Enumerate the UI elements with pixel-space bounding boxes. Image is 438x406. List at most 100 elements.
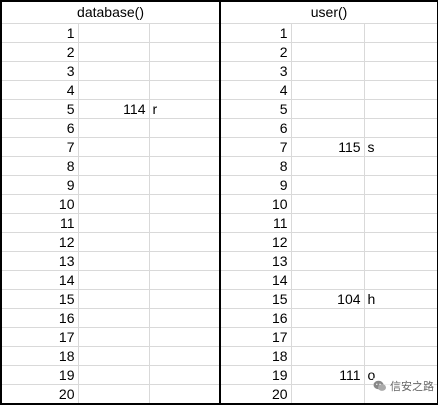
char-cell[interactable] <box>149 232 222 252</box>
ascii-value-cell[interactable] <box>78 232 150 252</box>
char-cell[interactable] <box>364 213 438 233</box>
row-number-cell[interactable]: 16 <box>0 308 79 328</box>
ascii-value-cell[interactable] <box>78 213 150 233</box>
char-cell[interactable] <box>364 251 438 271</box>
row-number-cell[interactable]: 14 <box>0 270 79 290</box>
row-number-cell[interactable]: 4 <box>220 80 292 100</box>
row-number-cell[interactable]: 10 <box>220 194 292 214</box>
char-cell[interactable] <box>364 99 438 119</box>
ascii-value-cell[interactable] <box>78 23 150 43</box>
ascii-value-cell[interactable] <box>78 175 150 195</box>
char-cell[interactable] <box>149 327 222 347</box>
database-column-header[interactable]: database() <box>0 0 222 24</box>
row-number-cell[interactable]: 8 <box>0 156 79 176</box>
row-number-cell[interactable]: 16 <box>220 308 292 328</box>
ascii-value-cell[interactable] <box>78 308 150 328</box>
char-cell[interactable] <box>149 80 222 100</box>
char-cell[interactable] <box>364 156 438 176</box>
char-cell[interactable] <box>364 232 438 252</box>
row-number-cell[interactable]: 17 <box>0 327 79 347</box>
char-cell[interactable] <box>149 384 222 405</box>
char-cell[interactable] <box>149 61 222 81</box>
char-cell[interactable] <box>364 80 438 100</box>
ascii-value-cell[interactable] <box>78 384 150 405</box>
row-number-cell[interactable]: 6 <box>220 118 292 138</box>
ascii-value-cell[interactable] <box>291 194 365 214</box>
ascii-value-cell[interactable] <box>291 23 365 43</box>
ascii-value-cell[interactable] <box>291 213 365 233</box>
ascii-value-cell[interactable] <box>78 156 150 176</box>
char-cell[interactable] <box>364 23 438 43</box>
ascii-value-cell[interactable] <box>291 175 365 195</box>
char-cell[interactable] <box>364 118 438 138</box>
ascii-value-cell[interactable] <box>291 61 365 81</box>
ascii-value-cell[interactable] <box>78 270 150 290</box>
char-cell[interactable]: r <box>149 99 222 119</box>
char-cell[interactable] <box>364 346 438 366</box>
char-cell[interactable] <box>149 289 222 309</box>
char-cell[interactable] <box>149 137 222 157</box>
char-cell[interactable] <box>149 42 222 62</box>
row-number-cell[interactable]: 2 <box>220 42 292 62</box>
char-cell[interactable] <box>364 42 438 62</box>
row-number-cell[interactable]: 13 <box>220 251 292 271</box>
ascii-value-cell[interactable] <box>78 61 150 81</box>
char-cell[interactable] <box>149 156 222 176</box>
char-cell[interactable] <box>364 175 438 195</box>
row-number-cell[interactable]: 3 <box>220 61 292 81</box>
row-number-cell[interactable]: 14 <box>220 270 292 290</box>
char-cell[interactable] <box>364 61 438 81</box>
user-column-header[interactable]: user() <box>220 0 438 24</box>
row-number-cell[interactable]: 11 <box>0 213 79 233</box>
row-number-cell[interactable]: 17 <box>220 327 292 347</box>
char-cell[interactable] <box>364 194 438 214</box>
ascii-value-cell[interactable] <box>291 99 365 119</box>
char-cell[interactable] <box>149 194 222 214</box>
char-cell[interactable] <box>149 308 222 328</box>
char-cell[interactable] <box>364 270 438 290</box>
ascii-value-cell[interactable] <box>291 270 365 290</box>
row-number-cell[interactable]: 5 <box>0 99 79 119</box>
ascii-value-cell[interactable] <box>291 384 365 405</box>
row-number-cell[interactable]: 19 <box>220 365 292 385</box>
ascii-value-cell[interactable] <box>291 308 365 328</box>
ascii-value-cell[interactable]: 114 <box>78 99 150 119</box>
ascii-value-cell[interactable] <box>78 346 150 366</box>
ascii-value-cell[interactable] <box>78 118 150 138</box>
row-number-cell[interactable]: 12 <box>220 232 292 252</box>
char-cell[interactable] <box>149 365 222 385</box>
row-number-cell[interactable]: 7 <box>0 137 79 157</box>
row-number-cell[interactable]: 1 <box>0 23 79 43</box>
ascii-value-cell[interactable] <box>291 118 365 138</box>
row-number-cell[interactable]: 10 <box>0 194 79 214</box>
ascii-value-cell[interactable] <box>78 80 150 100</box>
row-number-cell[interactable]: 13 <box>0 251 79 271</box>
ascii-value-cell[interactable] <box>291 156 365 176</box>
ascii-value-cell[interactable] <box>291 80 365 100</box>
char-cell[interactable] <box>364 327 438 347</box>
row-number-cell[interactable]: 18 <box>0 346 79 366</box>
row-number-cell[interactable]: 2 <box>0 42 79 62</box>
ascii-value-cell[interactable] <box>291 42 365 62</box>
row-number-cell[interactable]: 1 <box>220 23 292 43</box>
char-cell[interactable]: s <box>364 137 438 157</box>
row-number-cell[interactable]: 18 <box>220 346 292 366</box>
row-number-cell[interactable]: 9 <box>220 175 292 195</box>
row-number-cell[interactable]: 19 <box>0 365 79 385</box>
row-number-cell[interactable]: 4 <box>0 80 79 100</box>
char-cell[interactable] <box>149 270 222 290</box>
ascii-value-cell[interactable] <box>291 232 365 252</box>
char-cell[interactable] <box>149 118 222 138</box>
char-cell[interactable] <box>149 346 222 366</box>
char-cell[interactable] <box>149 213 222 233</box>
char-cell[interactable] <box>149 175 222 195</box>
row-number-cell[interactable]: 20 <box>0 384 79 405</box>
row-number-cell[interactable]: 15 <box>0 289 79 309</box>
ascii-value-cell[interactable] <box>291 251 365 271</box>
ascii-value-cell[interactable] <box>291 346 365 366</box>
row-number-cell[interactable]: 15 <box>220 289 292 309</box>
char-cell[interactable]: h <box>364 289 438 309</box>
row-number-cell[interactable]: 12 <box>0 232 79 252</box>
row-number-cell[interactable]: 20 <box>220 384 292 405</box>
ascii-value-cell[interactable] <box>78 327 150 347</box>
